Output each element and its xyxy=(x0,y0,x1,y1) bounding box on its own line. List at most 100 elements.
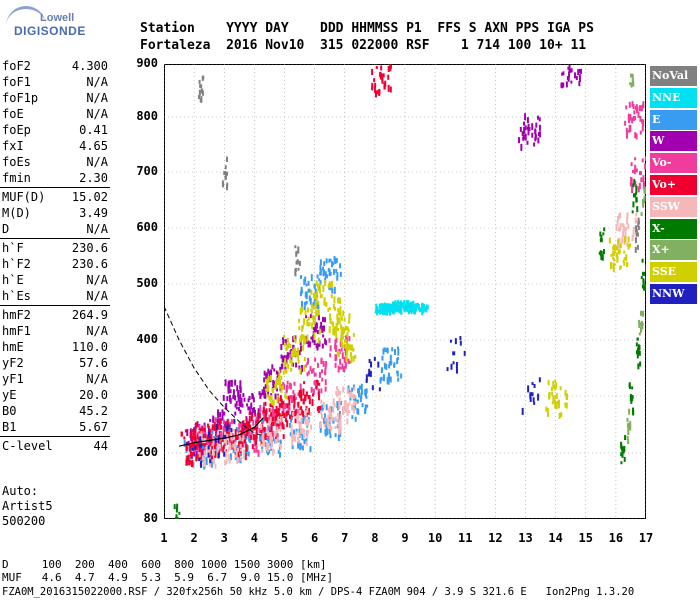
data-point xyxy=(297,354,300,362)
legend: NoVal NNE E W Vo- Vo+ SSW X- X+ SSE NNW xyxy=(650,66,697,306)
data-point xyxy=(621,448,624,454)
data-point xyxy=(203,450,206,457)
param-separator xyxy=(0,238,110,239)
data-point xyxy=(310,369,313,374)
logo-lowell: Lowell xyxy=(40,12,75,24)
data-point xyxy=(336,412,339,417)
data-point xyxy=(295,431,298,436)
data-point xyxy=(551,401,554,405)
data-point xyxy=(251,444,254,450)
data-point xyxy=(632,116,636,120)
data-point xyxy=(282,434,285,440)
data-point xyxy=(239,409,242,414)
data-point xyxy=(564,403,567,408)
data-point xyxy=(256,419,259,424)
data-point xyxy=(305,315,308,319)
data-point xyxy=(269,435,272,443)
data-point xyxy=(301,325,304,332)
data-point xyxy=(310,308,313,312)
data-point xyxy=(255,440,258,446)
data-point xyxy=(272,434,275,442)
data-point xyxy=(336,418,339,423)
data-point xyxy=(234,454,237,458)
data-point xyxy=(603,227,606,232)
data-point xyxy=(253,426,257,431)
param-value: 20.0 xyxy=(79,388,108,402)
data-point xyxy=(249,439,252,444)
data-point xyxy=(634,246,637,253)
data-point xyxy=(319,422,322,429)
data-point xyxy=(292,344,295,349)
data-point xyxy=(320,399,323,404)
data-point xyxy=(189,455,192,460)
data-point xyxy=(320,410,323,415)
data-point xyxy=(629,420,632,427)
data-point xyxy=(311,337,314,343)
data-point xyxy=(324,340,327,346)
data-point xyxy=(290,416,293,423)
data-point xyxy=(360,383,363,389)
data-point xyxy=(564,389,567,396)
data-point xyxy=(299,367,302,375)
data-point xyxy=(274,409,277,414)
data-point xyxy=(268,432,272,437)
data-point xyxy=(570,80,573,84)
data-point xyxy=(224,421,227,428)
param-row: M(D) 3.49 xyxy=(0,205,112,221)
data-point xyxy=(635,232,639,237)
data-point xyxy=(347,328,350,333)
data-point xyxy=(557,402,560,409)
data-point xyxy=(199,440,203,445)
data-point xyxy=(533,401,536,405)
data-point xyxy=(538,117,541,122)
data-point xyxy=(234,403,237,408)
data-point xyxy=(244,433,247,438)
data-point xyxy=(381,355,384,361)
data-point xyxy=(224,460,227,466)
data-point xyxy=(312,319,315,324)
data-point xyxy=(548,392,551,400)
param-value: 230.6 xyxy=(71,241,108,255)
data-point xyxy=(299,446,302,451)
data-point xyxy=(420,308,423,312)
data-point xyxy=(295,408,298,414)
data-point xyxy=(644,157,646,161)
data-point xyxy=(199,436,202,443)
data-point xyxy=(340,324,343,330)
data-point xyxy=(209,418,212,422)
data-point xyxy=(280,344,283,351)
data-point xyxy=(314,357,317,362)
data-point xyxy=(302,417,305,424)
data-point xyxy=(313,372,317,377)
data-point xyxy=(266,417,269,424)
data-point xyxy=(621,223,624,228)
data-point xyxy=(324,279,327,286)
data-point xyxy=(251,412,254,418)
data-point xyxy=(318,328,321,335)
data-point xyxy=(200,432,203,440)
data-point xyxy=(243,397,246,402)
data-point xyxy=(243,449,246,457)
data-point xyxy=(351,405,354,411)
data-point xyxy=(383,347,386,352)
data-point xyxy=(397,377,400,382)
data-point xyxy=(302,410,305,417)
data-point xyxy=(303,434,306,439)
data-point xyxy=(196,435,199,440)
data-point xyxy=(359,396,362,403)
data-point xyxy=(286,403,289,409)
data-point xyxy=(328,429,331,435)
data-point xyxy=(265,378,268,385)
data-point xyxy=(229,431,232,436)
data-point xyxy=(253,407,256,412)
data-point xyxy=(524,133,527,141)
data-point xyxy=(287,352,290,358)
data-point xyxy=(285,357,288,364)
data-point xyxy=(290,359,293,367)
data-point xyxy=(393,363,396,368)
data-point xyxy=(629,114,632,121)
data-point xyxy=(292,362,295,367)
data-point xyxy=(218,419,221,426)
data-point xyxy=(426,304,429,310)
data-point xyxy=(232,428,235,432)
